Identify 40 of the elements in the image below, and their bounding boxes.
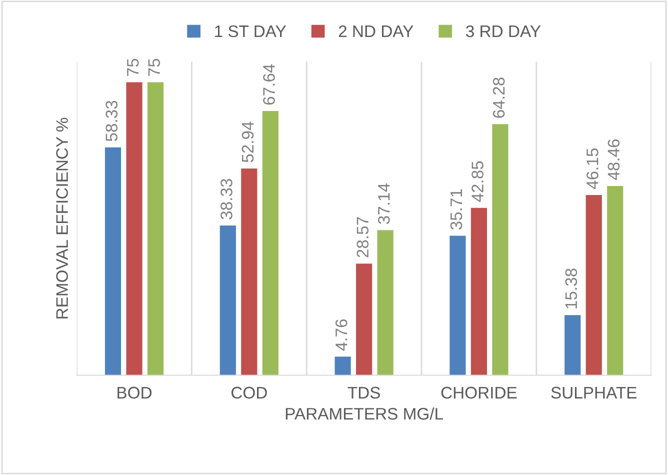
data-label: 42.85 [472, 161, 484, 202]
data-label: 75 [148, 58, 160, 76]
data-label: 35.71 [450, 189, 462, 230]
bar [104, 147, 122, 376]
legend-label: 2 ND DAY [338, 25, 414, 38]
data-label: 75 [127, 58, 139, 76]
bar [607, 186, 624, 376]
data-label: 46.15 [586, 148, 598, 190]
x-tick-label: COD [231, 386, 267, 399]
bar [356, 264, 372, 376]
data-label: 38.33 [220, 178, 232, 220]
x-tick-label: CHORIDE [441, 386, 517, 399]
data-label: 48.46 [608, 139, 620, 180]
bar [377, 230, 394, 376]
bar [450, 236, 466, 376]
bar [147, 82, 164, 376]
x-tick-label: TDS [348, 386, 380, 399]
bar [492, 124, 508, 376]
bar [334, 356, 351, 376]
bar [586, 194, 602, 376]
bar [220, 226, 236, 376]
y-axis-title: REMOVAL EFFICIENCY % [56, 118, 68, 318]
bar [470, 208, 487, 376]
data-label: 64.28 [492, 78, 505, 118]
data-label: 28.57 [356, 217, 369, 258]
data-label: 37.14 [378, 183, 390, 224]
bar [564, 315, 581, 376]
data-label: 52.94 [242, 122, 254, 162]
data-label: 58.33 [106, 100, 118, 142]
data-label: 67.64 [263, 64, 275, 105]
x-tick-label: BOD [118, 386, 152, 399]
bar [262, 111, 278, 376]
legend-label: 1 ST DAY [215, 25, 286, 38]
data-label: 15.38 [565, 268, 578, 308]
x-tick-label: SULPHATE [551, 386, 637, 399]
data-label: 4.76 [335, 319, 348, 351]
x-axis-title: PARAMETERS MG/L [286, 407, 443, 420]
bar [126, 82, 142, 376]
legend-label: 3 RD DAY [466, 25, 541, 38]
bar [241, 168, 258, 376]
